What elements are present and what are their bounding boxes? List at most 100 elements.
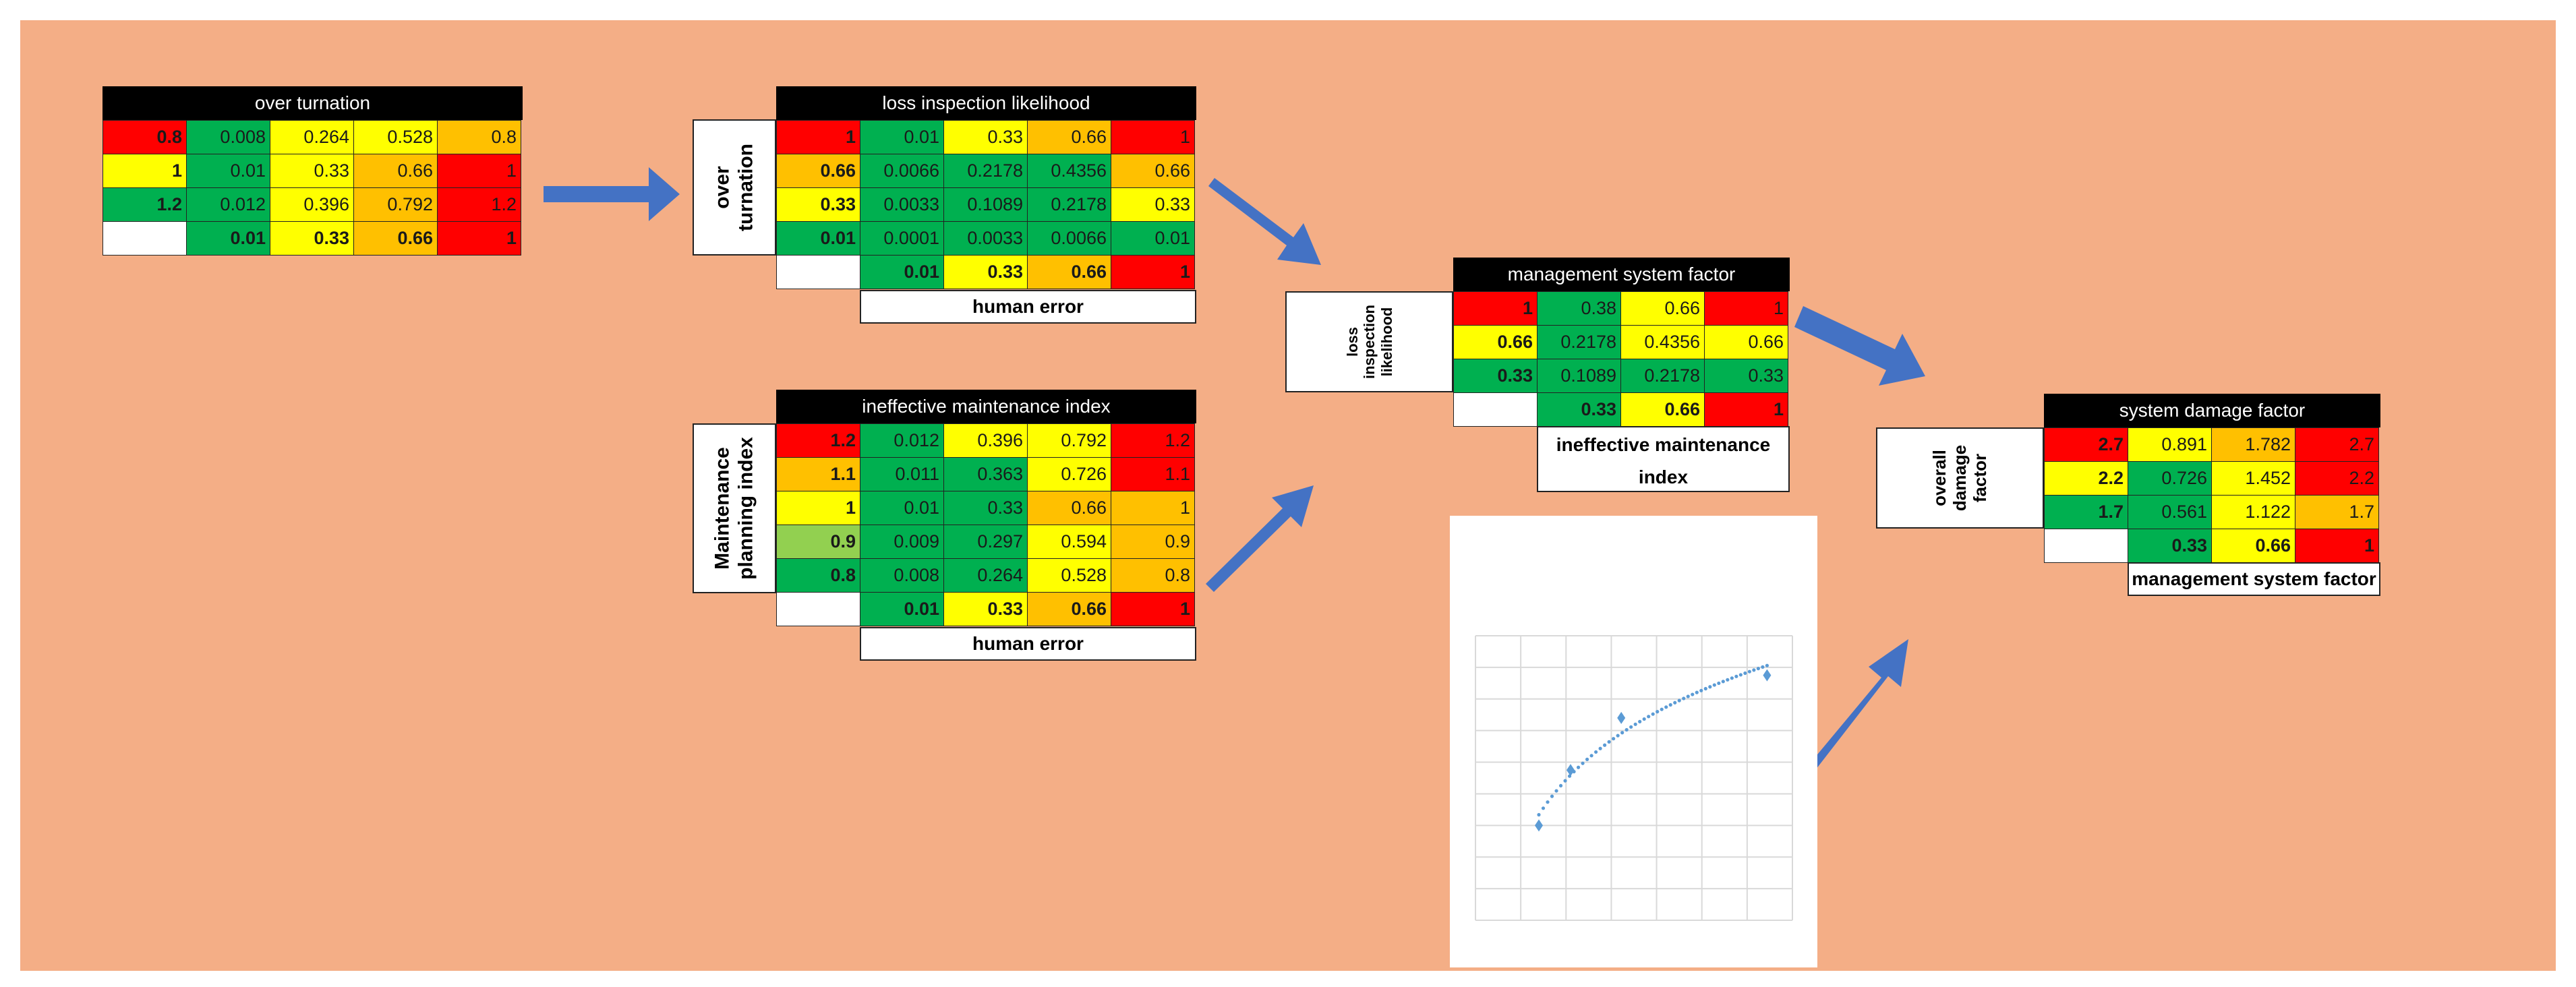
column-label-cell: 1 bbox=[437, 221, 521, 256]
over-turnation-matrix: 0.8 0.008 0.264 0.528 0.8 1 0.01 0.33 0.66 1 1.2 0.… bbox=[103, 120, 521, 256]
matrix-cell: 1.2 bbox=[1111, 423, 1195, 458]
matrix-bottom-row: 0.33 0.66 1 bbox=[1453, 392, 1788, 427]
trendline-dot bbox=[1624, 727, 1629, 732]
matrix-cell: 0.0033 bbox=[860, 187, 944, 222]
matrix-cell: 0.8 bbox=[437, 120, 521, 154]
column-label-cell: 0.66 bbox=[2211, 529, 2295, 563]
maintenance-matrix: 1.2 0.012 0.396 0.792 1.2 1.1 0.011 0.363 0.726 1… bbox=[776, 423, 1195, 626]
matrix-cell: 0.012 bbox=[186, 187, 270, 222]
management-matrix: 1 0.38 0.66 1 0.66 0.2178 0.4356 0.66 0.33 0.1089… bbox=[1453, 291, 1788, 427]
trendline-dot bbox=[1695, 690, 1699, 694]
matrix-cell: 0.01 bbox=[860, 120, 944, 154]
row-label-cell: 0.01 bbox=[776, 221, 860, 256]
trendline-dot bbox=[1642, 717, 1646, 721]
matrix-cell: 0.9 bbox=[1111, 525, 1195, 559]
arrow-maintenance-to-management bbox=[1206, 485, 1314, 592]
trendline-dot bbox=[1752, 668, 1756, 672]
trendline-dot bbox=[1668, 702, 1672, 707]
matrix-cell: 0.0066 bbox=[860, 154, 944, 188]
diagram-canvas: over turnation 0.8 0.008 0.264 0.528 0.8 1 0.0… bbox=[20, 20, 2556, 971]
row-label-cell: 2.2 bbox=[2044, 461, 2128, 496]
matrix-cell: 0.66 bbox=[1027, 120, 1111, 154]
trend-chart-svg bbox=[1475, 635, 1793, 921]
column-label-cell: 0.33 bbox=[270, 221, 354, 256]
trendline-dot bbox=[1563, 779, 1567, 783]
matrix-cell: 0.726 bbox=[1027, 457, 1111, 491]
matrix-cell: 0.594 bbox=[1027, 525, 1111, 559]
matrix-cell: 0.008 bbox=[186, 120, 270, 154]
data-point bbox=[1763, 669, 1772, 682]
blank-cell bbox=[103, 221, 187, 256]
column-label-cell: 0.66 bbox=[1027, 255, 1111, 289]
row-label-cell: 1 bbox=[1453, 291, 1538, 326]
over-turnation-title: over turnation bbox=[103, 86, 523, 120]
row-label-cell: 0.8 bbox=[776, 558, 860, 593]
trendline-dot bbox=[1576, 765, 1581, 769]
matrix-row: 1.2 0.012 0.396 0.792 1.2 bbox=[776, 423, 1195, 458]
trendline-dot bbox=[1612, 737, 1616, 741]
matrix-cell: 0.012 bbox=[860, 423, 944, 458]
matrix-cell: 0.2178 bbox=[943, 154, 1028, 188]
maintenance-footer: human error bbox=[860, 627, 1196, 661]
damage-footer: management system factor bbox=[2128, 562, 2380, 596]
trendline-dot bbox=[1726, 678, 1730, 682]
trendline-dot bbox=[1629, 725, 1633, 729]
trendline-dot bbox=[1761, 665, 1765, 669]
row-label-cell: 0.66 bbox=[776, 154, 860, 188]
trendline-dot bbox=[1616, 734, 1620, 738]
matrix-cell: 0.528 bbox=[353, 120, 438, 154]
trendline-dot bbox=[1594, 750, 1598, 754]
matrix-row: 1 0.01 0.33 0.66 1 bbox=[776, 491, 1195, 525]
matrix-cell: 0.264 bbox=[270, 120, 354, 154]
column-label-cell: 0.01 bbox=[860, 255, 944, 289]
trendline-dot bbox=[1664, 705, 1668, 709]
trendline-dot bbox=[1721, 680, 1725, 684]
matrix-cell: 0.2178 bbox=[1537, 325, 1621, 359]
management-side-label: loss inspection likelihood bbox=[1285, 291, 1453, 392]
trendline-dot bbox=[1585, 757, 1589, 762]
matrix-cell: 0.792 bbox=[353, 187, 438, 222]
management-title: management system factor bbox=[1453, 258, 1790, 291]
matrix-cell: 0.0066 bbox=[1027, 221, 1111, 256]
matrix-cell: 0.1089 bbox=[943, 187, 1028, 222]
trendline-dot bbox=[1730, 676, 1734, 680]
matrix-row: 0.01 0.0001 0.0033 0.0066 0.01 bbox=[776, 221, 1195, 256]
row-label-cell: 0.9 bbox=[776, 525, 860, 559]
loss-inspection-footer: human error bbox=[860, 290, 1196, 324]
matrix-cell: 0.33 bbox=[1111, 187, 1195, 222]
row-label-cell: 1 bbox=[776, 491, 860, 525]
matrix-row: 1.1 0.011 0.363 0.726 1.1 bbox=[776, 457, 1195, 491]
matrix-row: 0.66 0.2178 0.4356 0.66 bbox=[1453, 325, 1788, 359]
trendline-dot bbox=[1581, 761, 1585, 765]
management-footer: ineffective maintenance index bbox=[1537, 426, 1790, 492]
matrix-row: 1.7 0.561 1.122 1.7 bbox=[2044, 495, 2379, 529]
blank-cell bbox=[1453, 392, 1538, 427]
loss-inspection-title: loss inspection likelihood bbox=[776, 86, 1196, 120]
loss-inspection-matrix: 1 0.01 0.33 0.66 1 0.66 0.0066 0.2178 0.4356 0.66… bbox=[776, 120, 1195, 289]
trendline-dot bbox=[1550, 794, 1554, 798]
arrow-loss-to-management bbox=[1208, 178, 1321, 265]
trendline-dot bbox=[1712, 683, 1716, 687]
matrix-cell: 1 bbox=[437, 154, 521, 188]
matrix-cell: 0.726 bbox=[2128, 461, 2212, 496]
trendline-dot bbox=[1677, 698, 1681, 702]
trendline-dot bbox=[1686, 694, 1690, 698]
matrix-cell: 1 bbox=[1111, 491, 1195, 525]
matrix-row: 0.66 0.0066 0.2178 0.4356 0.66 bbox=[776, 154, 1195, 188]
column-label-cell: 1 bbox=[1111, 255, 1195, 289]
trendline-dot bbox=[1717, 681, 1721, 686]
trendline-dot bbox=[1589, 754, 1593, 758]
arrow-management-to-damage bbox=[1794, 306, 1925, 386]
maintenance-title: ineffective maintenance index bbox=[776, 390, 1196, 423]
matrix-cell: 0.0001 bbox=[860, 221, 944, 256]
matrix-cell: 2.7 bbox=[2295, 427, 2379, 462]
matrix-cell: 0.396 bbox=[943, 423, 1028, 458]
trendline-dot bbox=[1738, 673, 1743, 677]
matrix-row: 0.33 0.0033 0.1089 0.2178 0.33 bbox=[776, 187, 1195, 222]
row-label-cell: 1.2 bbox=[103, 187, 187, 222]
column-label-cell: 0.01 bbox=[186, 221, 270, 256]
matrix-cell: 0.363 bbox=[943, 457, 1028, 491]
trendline-dot bbox=[1691, 692, 1695, 696]
trend-chart bbox=[1450, 516, 1817, 967]
matrix-cell: 1 bbox=[1704, 291, 1788, 326]
